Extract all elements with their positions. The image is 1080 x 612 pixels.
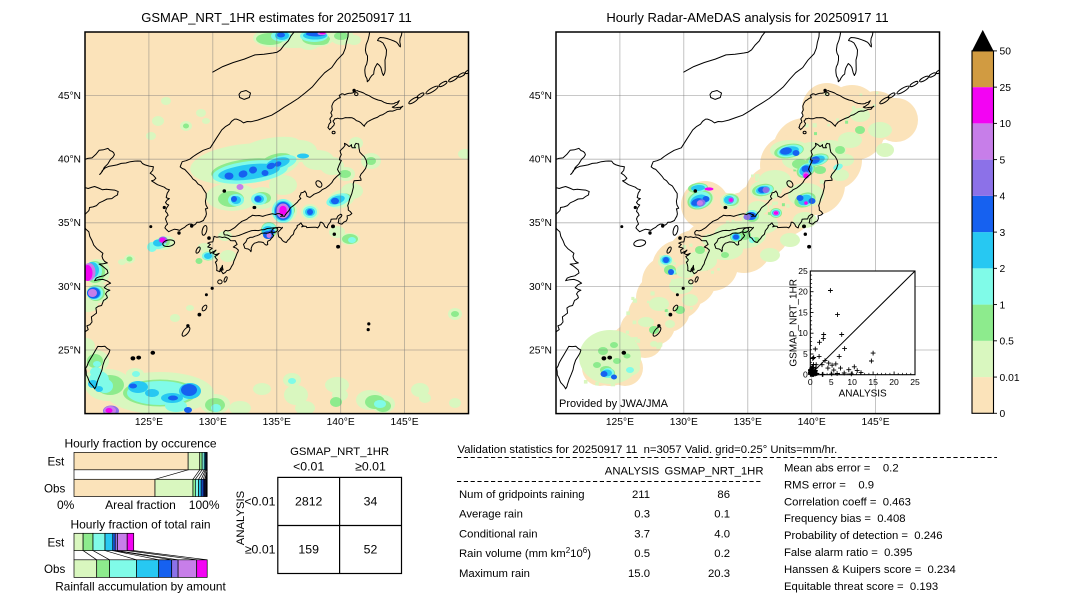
svg-text:20: 20 <box>889 377 899 387</box>
svg-text:25: 25 <box>910 377 920 387</box>
svg-text:135°E: 135°E <box>263 417 291 428</box>
svg-text:Hourly Radar-AMeDAS analysis f: Hourly Radar-AMeDAS analysis for 2025091… <box>606 10 888 25</box>
svg-text:30°N: 30°N <box>529 282 552 293</box>
svg-text:Obs: Obs <box>44 483 65 496</box>
svg-text:0: 0 <box>803 370 808 380</box>
svg-text:125°E: 125°E <box>135 417 163 428</box>
svg-text:5: 5 <box>1000 155 1006 166</box>
svg-text:Hourly fraction by occurence: Hourly fraction by occurence <box>64 437 216 451</box>
svg-text:125°E: 125°E <box>606 417 634 428</box>
svg-text:Provided by JWA/JMA: Provided by JWA/JMA <box>559 398 669 410</box>
svg-text:0: 0 <box>808 377 813 387</box>
svg-text:Rainfall accumulation by amoun: Rainfall accumulation by amount <box>55 580 226 594</box>
svg-text:3.7: 3.7 <box>634 528 650 540</box>
svg-text:GSMAP_NRT_1HR: GSMAP_NRT_1HR <box>290 446 389 458</box>
svg-text:0%: 0% <box>57 498 75 512</box>
svg-text:ANALYSIS: ANALYSIS <box>605 466 660 478</box>
svg-text:45°N: 45°N <box>529 91 552 102</box>
svg-text:GSMAP_NRT_1HR estimates for 20: GSMAP_NRT_1HR estimates for 20250917 11 <box>141 10 412 25</box>
svg-text:52: 52 <box>364 543 378 557</box>
svg-text:Est: Est <box>48 537 66 550</box>
svg-text:Validation statistics for 2025: Validation statistics for 20250917 11 n=… <box>458 444 838 456</box>
svg-text:Areal fraction: Areal fraction <box>105 498 176 512</box>
svg-text:34: 34 <box>364 495 378 509</box>
svg-text:211: 211 <box>632 489 650 501</box>
svg-text:Mean abs error = 0.2: Mean abs error = 0.2 <box>784 463 899 475</box>
svg-text:25: 25 <box>798 266 808 276</box>
svg-text:RMS error = 0.9: RMS error = 0.9 <box>784 479 874 491</box>
svg-text:130°E: 130°E <box>670 417 698 428</box>
svg-text:Frequency bias = 0.408: Frequency bias = 0.408 <box>784 513 906 525</box>
svg-text:False alarm ratio = 0.395: False alarm ratio = 0.395 <box>784 547 912 559</box>
svg-text:≥0.01: ≥0.01 <box>245 543 276 557</box>
svg-text:0.3: 0.3 <box>634 509 650 521</box>
svg-text:130°E: 130°E <box>199 417 227 428</box>
svg-text:45°N: 45°N <box>58 91 81 102</box>
svg-text:ANALYSIS: ANALYSIS <box>839 389 887 400</box>
svg-text:10: 10 <box>1000 119 1012 130</box>
svg-text:Obs: Obs <box>44 563 65 576</box>
svg-text:10: 10 <box>847 377 857 387</box>
svg-text:0: 0 <box>1000 409 1006 420</box>
svg-text:0.01: 0.01 <box>1000 373 1020 384</box>
svg-text:0.1: 0.1 <box>714 509 730 521</box>
svg-text:145°E: 145°E <box>390 417 418 428</box>
svg-text:15: 15 <box>868 377 878 387</box>
svg-text:25°N: 25°N <box>58 345 81 356</box>
svg-text:35°N: 35°N <box>58 218 81 229</box>
svg-text:140°E: 140°E <box>798 417 826 428</box>
svg-text:Maximum rain: Maximum rain <box>459 568 530 580</box>
svg-text:159: 159 <box>298 543 319 557</box>
svg-text:Probability of detection = 0.: Probability of detection = 0.246 <box>784 530 943 542</box>
svg-text:25: 25 <box>1000 83 1012 94</box>
svg-text:0.2: 0.2 <box>714 548 730 560</box>
svg-text:Equitable threat score = 0.19: Equitable threat score = 0.193 <box>784 581 938 593</box>
svg-text:135°E: 135°E <box>734 417 762 428</box>
svg-text:0.5: 0.5 <box>634 548 650 560</box>
svg-text:50: 50 <box>1000 47 1012 58</box>
svg-text:140°E: 140°E <box>327 417 355 428</box>
svg-text:GSMAP_NRT_1HR: GSMAP_NRT_1HR <box>665 466 764 478</box>
svg-text:5: 5 <box>803 349 808 359</box>
svg-text:4: 4 <box>1000 192 1006 203</box>
svg-text:86: 86 <box>717 489 730 501</box>
svg-text:Hourly fraction of total rain: Hourly fraction of total rain <box>70 518 210 532</box>
svg-text:30°N: 30°N <box>58 282 81 293</box>
svg-text:4.0: 4.0 <box>714 528 730 540</box>
svg-text:Hanssen & Kuipers score = 0.2: Hanssen & Kuipers score = 0.234 <box>784 564 956 576</box>
svg-text:Est: Est <box>48 456 66 469</box>
svg-text:GSMAP_NRT_1HR: GSMAP_NRT_1HR <box>788 279 799 367</box>
svg-text:1: 1 <box>1000 300 1006 311</box>
svg-text:2812: 2812 <box>295 495 323 509</box>
svg-text:Num of gridpoints raining: Num of gridpoints raining <box>459 489 585 501</box>
svg-text:<0.01: <0.01 <box>244 495 275 509</box>
svg-text:<0.01: <0.01 <box>293 460 324 474</box>
svg-text:Conditional rain: Conditional rain <box>459 528 538 540</box>
svg-text:35°N: 35°N <box>529 218 552 229</box>
svg-text:≥0.01: ≥0.01 <box>355 460 386 474</box>
svg-text:40°N: 40°N <box>529 155 552 166</box>
svg-text:15.0: 15.0 <box>628 568 650 580</box>
svg-text:15: 15 <box>798 307 808 317</box>
svg-text:20.3: 20.3 <box>708 568 730 580</box>
svg-text:2: 2 <box>1000 264 1006 275</box>
svg-text:0.5: 0.5 <box>1000 337 1015 348</box>
svg-text:3: 3 <box>1000 228 1006 239</box>
svg-text:100%: 100% <box>189 498 220 512</box>
svg-text:Average rain: Average rain <box>459 509 523 521</box>
svg-text:5: 5 <box>829 377 834 387</box>
svg-text:20: 20 <box>798 287 808 297</box>
svg-text:Correlation coeff = 0.463: Correlation coeff = 0.463 <box>784 496 911 508</box>
svg-text:Rain volume (mm km2106): Rain volume (mm km2106) <box>459 546 591 561</box>
svg-text:145°E: 145°E <box>861 417 889 428</box>
svg-text:ANALYSIS: ANALYSIS <box>235 490 247 545</box>
svg-text:40°N: 40°N <box>58 155 81 166</box>
svg-text:10: 10 <box>798 328 808 338</box>
svg-text:25°N: 25°N <box>529 345 552 356</box>
